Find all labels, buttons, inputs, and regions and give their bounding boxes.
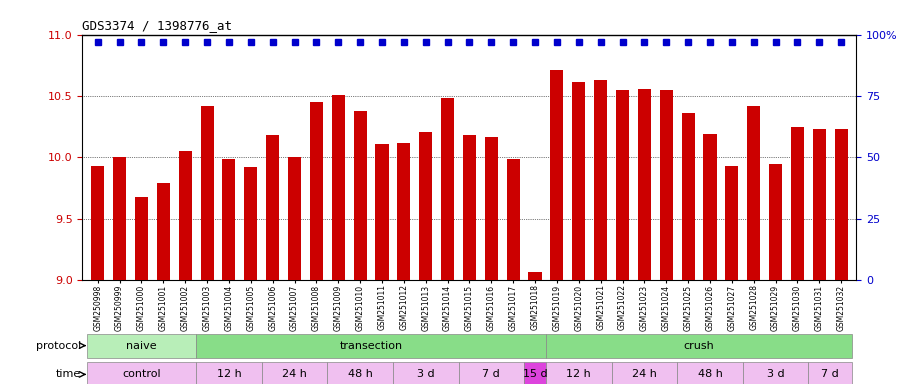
Bar xyxy=(113,157,126,280)
Bar xyxy=(87,333,196,358)
Bar xyxy=(201,106,213,280)
Text: 3 d: 3 d xyxy=(417,369,434,379)
Text: 12 h: 12 h xyxy=(566,369,591,379)
Bar xyxy=(638,89,651,280)
Bar xyxy=(725,166,738,280)
Bar xyxy=(327,362,393,384)
Bar xyxy=(485,137,498,280)
Text: control: control xyxy=(122,369,161,379)
Text: 7 d: 7 d xyxy=(483,369,500,379)
Text: 7 d: 7 d xyxy=(822,369,839,379)
Bar xyxy=(546,362,612,384)
Bar xyxy=(245,167,257,280)
Text: 24 h: 24 h xyxy=(282,369,307,379)
Bar xyxy=(769,164,782,280)
Text: 48 h: 48 h xyxy=(348,369,373,379)
Text: 24 h: 24 h xyxy=(632,369,657,379)
Bar xyxy=(288,157,301,280)
Bar xyxy=(677,362,743,384)
Bar xyxy=(551,70,563,280)
Text: 12 h: 12 h xyxy=(216,369,241,379)
Bar xyxy=(179,151,191,280)
Bar xyxy=(196,333,546,358)
Bar xyxy=(310,102,323,280)
Bar xyxy=(612,362,677,384)
Bar xyxy=(682,113,694,280)
Bar xyxy=(743,362,808,384)
Bar xyxy=(594,80,607,280)
Bar xyxy=(660,90,672,280)
Bar xyxy=(791,127,804,280)
Bar xyxy=(808,362,852,384)
Bar xyxy=(354,111,366,280)
Bar xyxy=(507,159,519,280)
Bar xyxy=(157,183,169,280)
Bar xyxy=(459,362,524,384)
Bar xyxy=(92,166,104,280)
Text: transection: transection xyxy=(340,341,403,351)
Text: 3 d: 3 d xyxy=(767,369,784,379)
Bar xyxy=(398,143,410,280)
Bar xyxy=(376,144,388,280)
Text: protocol: protocol xyxy=(36,341,82,351)
Bar xyxy=(441,98,454,280)
Bar xyxy=(703,134,716,280)
Text: 15 d: 15 d xyxy=(523,369,548,379)
Text: GDS3374 / 1398776_at: GDS3374 / 1398776_at xyxy=(82,19,233,32)
Bar xyxy=(524,362,546,384)
Text: naive: naive xyxy=(126,341,157,351)
Bar xyxy=(616,90,629,280)
Bar xyxy=(267,135,279,280)
Bar xyxy=(546,333,852,358)
Bar xyxy=(420,132,432,280)
Bar xyxy=(834,129,847,280)
Bar xyxy=(223,159,235,280)
Bar xyxy=(529,272,541,280)
Text: crush: crush xyxy=(683,341,714,351)
Bar xyxy=(196,362,262,384)
Bar xyxy=(135,197,148,280)
Bar xyxy=(572,83,585,280)
Text: 48 h: 48 h xyxy=(697,369,723,379)
Bar xyxy=(393,362,459,384)
Bar xyxy=(747,106,760,280)
Bar xyxy=(463,135,476,280)
Bar xyxy=(87,362,196,384)
Text: time: time xyxy=(56,369,82,379)
Bar xyxy=(332,95,344,280)
Bar xyxy=(812,129,826,280)
Bar xyxy=(262,362,327,384)
